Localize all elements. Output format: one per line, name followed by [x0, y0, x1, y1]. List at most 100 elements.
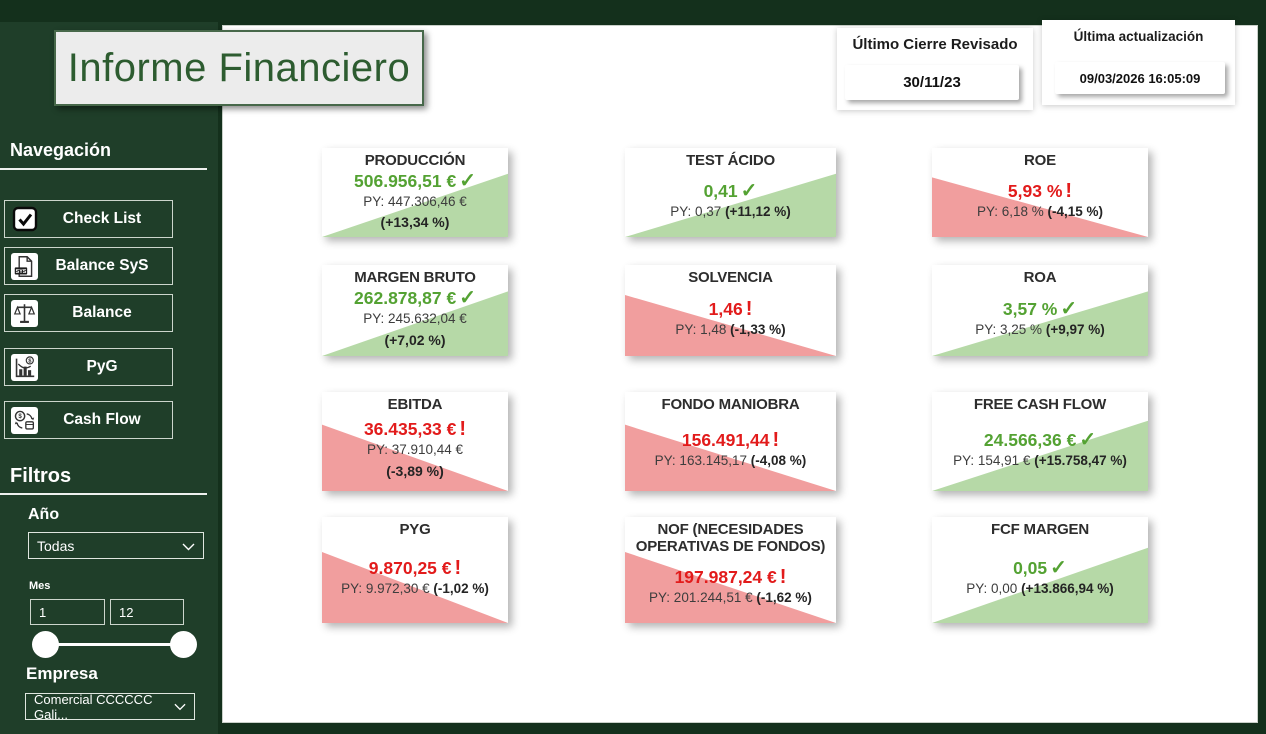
sidebar: Navegación Check List SYS Balance SyS Ba… [0, 22, 218, 734]
year-filter-label: Año [28, 506, 60, 523]
sidebar-item-label: Cash Flow [63, 411, 141, 428]
kpi-change-pct: (+7,02 %) [384, 331, 446, 348]
status-icon: ✓ [459, 287, 476, 310]
balance-scale-icon [11, 299, 38, 327]
company-filter-value: Comercial CCCCCC Gali... [34, 691, 153, 722]
kpi-previous-year: PY: 245.632,04 € [363, 311, 467, 327]
kpi-title: ROA [1023, 269, 1057, 286]
status-icon: ! [459, 418, 467, 441]
pyg-chart-icon: $ [11, 353, 38, 381]
cash-flow-icon: $ [11, 406, 38, 434]
kpi-title: PRODUCCIÓN [364, 152, 466, 169]
chevron-down-icon [182, 538, 195, 554]
kpi-card-ebitda: EBITDA 36.435,33 €! PY: 37.910,44 € (-3,… [322, 392, 508, 491]
kpi-value: 262.878,87 € [354, 288, 457, 309]
sidebar-item-pyg[interactable]: $ PyG [4, 348, 173, 386]
sidebar-item-check-list[interactable]: Check List [4, 200, 173, 238]
kpi-card-test-acido: TEST ÁCIDO 0,41 ✓ PY: 0,37 (+11,12 %) [625, 148, 836, 237]
company-filter-dropdown[interactable]: Comercial CCCCCC Gali... [25, 691, 195, 722]
kpi-card-produccion: PRODUCCIÓN 506.956,51 € ✓ PY: 447.306,46 … [322, 148, 508, 237]
filters-section-title: Filtros [10, 465, 72, 487]
status-icon: ✓ [1060, 297, 1078, 320]
svg-text:SYS: SYS [16, 269, 27, 275]
kpi-change-pct: (-4,15 %) [1047, 203, 1104, 219]
kpi-value: 506.956,51 € [354, 170, 457, 191]
kpi-previous-year: PY: 201.244,51 € [649, 589, 753, 605]
kpi-previous-year: PY: 0,37 [670, 203, 722, 219]
kpi-card-fondo-maniobra: FONDO MANIOBRA 156.491,44! PY: 163.145,1… [625, 392, 836, 491]
kpi-value: 24.566,36 € [983, 429, 1077, 450]
kpi-value: 156.491,44 [681, 429, 770, 450]
status-icon: ! [454, 557, 462, 580]
kpi-title: ROE [1024, 152, 1056, 169]
kpi-value: 197.987,24 € [674, 566, 777, 587]
kpi-title: FONDO MANIOBRA [661, 396, 800, 413]
kpi-change-pct: (-4,08 %) [750, 452, 807, 468]
kpi-change-pct: (+13,34 %) [380, 214, 450, 231]
kpi-title: MARGEN BRUTO [354, 269, 476, 286]
kpi-value: 0,05 [1013, 558, 1048, 579]
month-range-slider-track[interactable] [45, 643, 185, 646]
month-from-input[interactable]: 1 [30, 599, 105, 625]
kpi-value: 3,57 % [1002, 298, 1058, 319]
chevron-down-icon [174, 699, 186, 714]
kpi-card-pyg: PYG 9.870,25 €! PY: 9.972,30 € (-1,02 %) [322, 517, 508, 623]
last-update-value: 09/03/2026 16:05:09 [1055, 62, 1225, 94]
kpi-card-roa: ROA 3,57 % ✓ PY: 3,25 % (+9,97 %) [932, 265, 1148, 356]
page-title: Informe Financiero [67, 45, 411, 90]
sidebar-item-label: PyG [86, 358, 118, 375]
month-to-input[interactable]: 12 [110, 599, 184, 625]
kpi-card-margen-bruto: MARGEN BRUTO 262.878,87 € ✓ PY: 245.632,0… [322, 265, 508, 356]
kpi-card-fcf-margen: FCF MARGEN 0,05 ✓ PY: 0,00 (+13.866,94 %) [932, 517, 1148, 623]
kpi-value: 0,41 [703, 180, 738, 201]
status-icon: ✓ [1050, 557, 1067, 580]
kpi-previous-year: PY: 154,91 € [953, 452, 1031, 468]
status-icon: ! [745, 297, 753, 320]
kpi-card-nof: NOF (NECESIDADES OPERATIVAS DE FONDOS) 1… [625, 517, 836, 623]
kpi-change-pct: (+11,12 %) [725, 203, 791, 219]
kpi-previous-year: PY: 6,18 % [976, 203, 1044, 219]
sidebar-item-cash-flow[interactable]: $ Cash Flow [4, 401, 173, 439]
kpi-change-pct: (-3,89 %) [386, 462, 444, 479]
sidebar-item-label: Check List [62, 210, 142, 227]
month-filter-label: Mes [29, 580, 51, 592]
status-icon: ✓ [459, 169, 476, 192]
kpi-value: 5,93 % [1007, 180, 1063, 201]
kpi-change-pct: (+15.758,47 %) [1034, 452, 1127, 468]
sidebar-item-balance-sys[interactable]: SYS Balance SyS [4, 247, 173, 285]
kpi-card-free-cash-flow: FREE CASH FLOW 24.566,36 € ✓ PY: 154,91 €… [932, 392, 1148, 491]
kpi-title: FCF MARGEN [991, 521, 1089, 538]
svg-text:$: $ [28, 358, 32, 364]
kpi-title: SOLVENCIA [688, 269, 773, 286]
kpi-title: FREE CASH FLOW [973, 396, 1107, 413]
kpi-previous-year: PY: 447.306,46 € [363, 193, 467, 209]
kpi-previous-year: PY: 37.910,44 € [366, 442, 464, 458]
kpi-value: 36.435,33 € [363, 419, 457, 440]
kpi-value: 9.870,25 € [368, 558, 452, 579]
year-filter-value: Todas [37, 537, 75, 554]
svg-text:$: $ [18, 413, 22, 420]
kpi-change-pct: (-1,33 %) [730, 321, 786, 337]
filters-divider [0, 493, 207, 495]
last-close-card: Último Cierre Revisado 30/11/23 [837, 28, 1033, 110]
kpi-change-pct: (+9,97 %) [1045, 321, 1105, 337]
status-icon: ✓ [740, 179, 758, 202]
balance-sys-icon: SYS [11, 252, 38, 280]
year-filter-dropdown[interactable]: Todas [28, 532, 204, 559]
kpi-card-solvencia: SOLVENCIA 1,46! PY: 1,48 (-1,33 %) [625, 265, 836, 356]
status-icon: ! [779, 565, 787, 588]
kpi-title: EBITDA [387, 396, 443, 413]
kpi-title: TEST ÁCIDO [686, 152, 775, 169]
sidebar-item-label: Balance SyS [55, 257, 149, 274]
report-title-box: Informe Financiero [54, 30, 424, 106]
sidebar-item-balance[interactable]: Balance [4, 294, 173, 332]
nav-section-title: Navegación [10, 140, 112, 160]
month-range-slider-handle-left[interactable] [32, 631, 59, 658]
last-close-value: 30/11/23 [845, 65, 1019, 100]
company-filter-label: Empresa [26, 664, 98, 683]
month-range-slider-handle-right[interactable] [170, 631, 197, 658]
kpi-previous-year: PY: 0,00 [966, 581, 1018, 597]
status-icon: ! [772, 428, 780, 451]
checklist-icon [11, 206, 38, 233]
kpi-change-pct: (-1,02 %) [433, 581, 489, 597]
